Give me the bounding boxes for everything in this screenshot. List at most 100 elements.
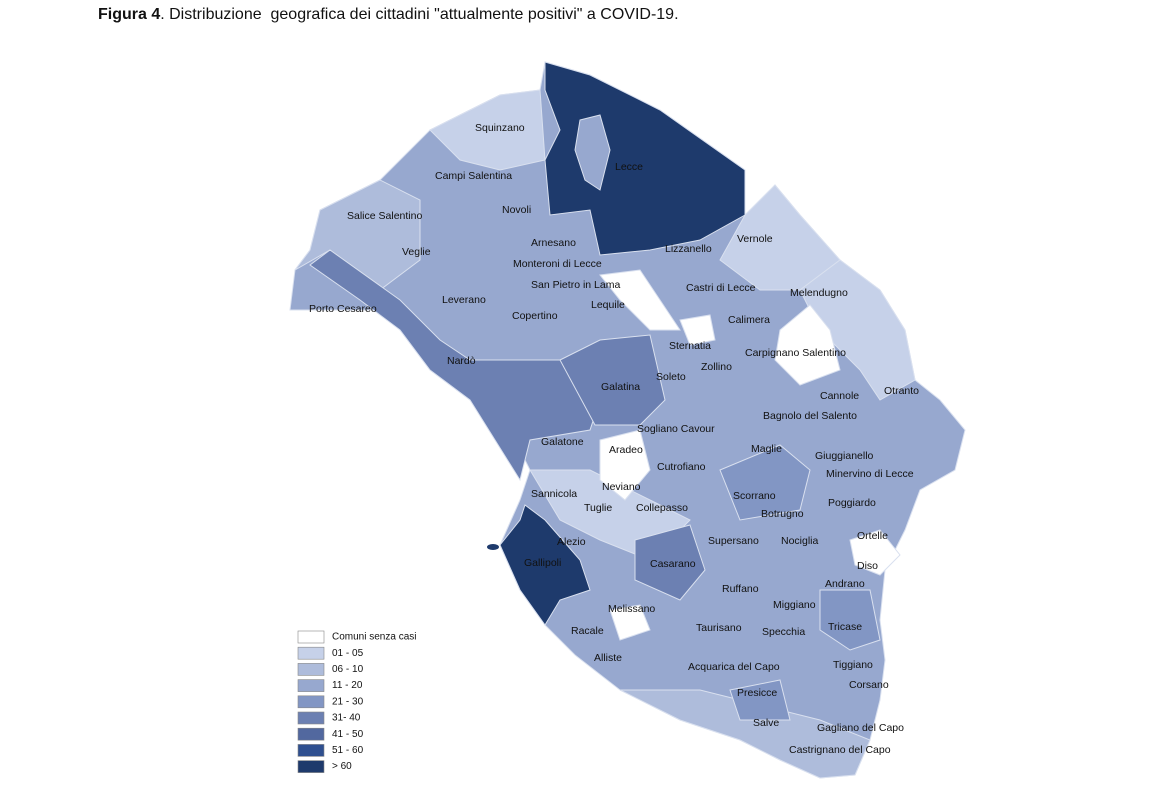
municipality-area xyxy=(729,679,791,721)
town-label: Otranto xyxy=(884,385,919,397)
municipality-area xyxy=(309,249,601,482)
town-label: Arnesano xyxy=(531,237,576,249)
town-label: Castrignano del Capo xyxy=(789,744,891,756)
legend-swatch xyxy=(297,646,325,660)
island xyxy=(487,544,499,550)
town-label: Tricase xyxy=(828,621,862,633)
town-label: Lequile xyxy=(591,299,625,311)
figure-caption: . Distribuzione geografica dei cittadini… xyxy=(160,6,679,23)
town-label: Zollino xyxy=(701,361,732,373)
town-label: Salve xyxy=(753,717,779,729)
legend-label: 31- 40 xyxy=(332,713,361,724)
legend-swatch xyxy=(297,695,325,709)
town-label: Squinzano xyxy=(475,122,525,134)
town-label: Carpignano Salentino xyxy=(745,347,846,359)
town-label: Lizzanello xyxy=(665,243,712,255)
town-label: Campi Salentina xyxy=(435,170,512,182)
town-label: Giuggianello xyxy=(815,450,874,462)
town-label: Alezio xyxy=(557,536,586,548)
town-label: Neviano xyxy=(602,481,641,493)
town-label: Casarano xyxy=(650,558,696,570)
town-label: Cannole xyxy=(820,390,859,402)
legend-swatch xyxy=(297,744,325,757)
legend-label: 01 - 05 xyxy=(332,648,364,659)
municipality-area xyxy=(544,61,746,256)
municipality-area xyxy=(499,504,591,626)
town-label: Castri di Lecce xyxy=(686,282,756,294)
town-label: Minervino di Lecce xyxy=(826,468,914,480)
municipality-area xyxy=(599,429,651,501)
town-label: Cutrofiano xyxy=(657,461,706,473)
town-label: Tuglie xyxy=(584,502,612,514)
legend-label: 06 - 10 xyxy=(332,664,364,675)
town-label: Poggiardo xyxy=(828,497,876,509)
town-label: Miggiano xyxy=(773,599,816,611)
municipality-area xyxy=(429,89,546,171)
town-label: Ortelle xyxy=(857,530,888,542)
town-label: Novoli xyxy=(502,204,531,216)
figure-title: Figura 4. Distribuzione geografica dei c… xyxy=(98,6,679,24)
legend-label: 11 - 20 xyxy=(332,680,363,691)
town-label: Presicce xyxy=(737,687,777,699)
town-label: Supersano xyxy=(708,535,759,547)
town-label: Sannicola xyxy=(531,488,577,500)
town-label: Gagliano del Capo xyxy=(817,722,904,734)
town-label: Soleto xyxy=(656,371,686,383)
town-label: Corsano xyxy=(849,679,889,691)
town-label: Melissano xyxy=(608,603,655,615)
town-label: Tiggiano xyxy=(833,659,873,671)
town-label: Nardò xyxy=(447,355,476,367)
legend-swatch xyxy=(297,679,325,692)
town-label: Melendugno xyxy=(790,287,848,299)
municipality-area xyxy=(679,314,716,346)
legend-label: Comuni senza casi xyxy=(332,632,416,643)
legend-label: 21 - 30 xyxy=(332,696,364,707)
town-label: Diso xyxy=(857,560,878,572)
town-label: Scorrano xyxy=(733,490,776,502)
municipality-area xyxy=(774,304,841,386)
town-label: Alliste xyxy=(594,652,622,664)
legend-swatch xyxy=(297,727,325,741)
town-label: Collepasso xyxy=(636,502,688,514)
municipality-area xyxy=(574,114,611,191)
town-label: Bagnolo del Salento xyxy=(763,410,857,422)
town-label: Gallipoli xyxy=(524,557,561,569)
town-label: Galatone xyxy=(541,436,584,448)
town-label: Nociglia xyxy=(781,535,819,547)
town-label: Maglie xyxy=(751,443,782,455)
town-label: Sternatia xyxy=(669,340,711,352)
town-label: Specchia xyxy=(762,626,805,638)
legend-swatch xyxy=(297,760,325,773)
town-label: Calimera xyxy=(728,314,770,326)
town-label: Monteroni di Lecce xyxy=(513,258,602,270)
town-label: Taurisano xyxy=(696,622,742,634)
town-label: Veglie xyxy=(402,246,431,258)
town-label: Ruffano xyxy=(722,583,759,595)
town-label: Copertino xyxy=(512,310,558,322)
legend-swatch xyxy=(297,663,325,676)
municipality-area xyxy=(849,529,901,576)
municipality-area xyxy=(719,444,811,521)
town-label: Vernole xyxy=(737,233,773,245)
town-label: Racale xyxy=(571,625,604,637)
town-label: Acquarica del Capo xyxy=(688,661,780,673)
legend-swatch xyxy=(297,630,325,644)
figure-label: Figura 4 xyxy=(98,6,161,23)
legend-label: 51 - 60 xyxy=(332,745,364,756)
town-label: Galatina xyxy=(601,381,640,393)
town-label: Lecce xyxy=(615,161,643,173)
town-label: Sogliano Cavour xyxy=(637,423,715,435)
town-label: Porto Cesareo xyxy=(309,303,377,315)
municipality-area xyxy=(559,334,666,426)
municipality-area xyxy=(634,524,706,601)
town-label: Botrugno xyxy=(761,508,804,520)
legend-label: > 60 xyxy=(332,761,352,772)
town-label: Aradeo xyxy=(609,444,643,456)
town-label: San Pietro in Lama xyxy=(531,279,620,291)
town-label: Leverano xyxy=(442,294,486,306)
town-label: Andrano xyxy=(825,578,865,590)
town-label: Salice Salentino xyxy=(347,210,422,222)
municipality-area xyxy=(599,269,681,331)
